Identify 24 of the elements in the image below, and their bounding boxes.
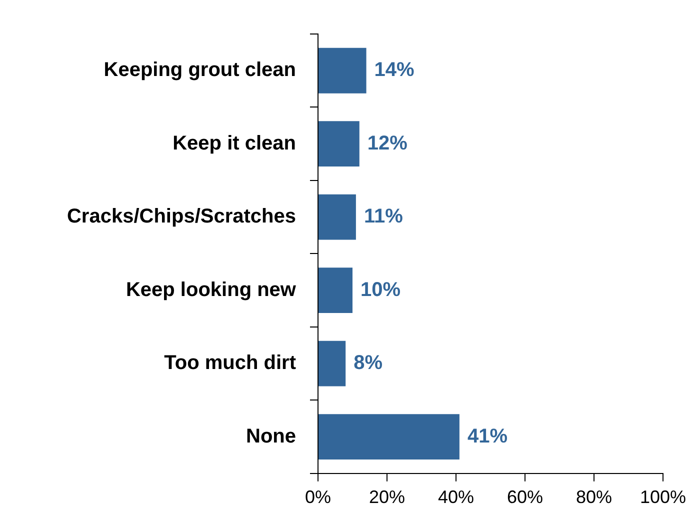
bar: [318, 48, 366, 94]
x-tick-label: 80%: [576, 487, 612, 508]
x-tick-label: 0%: [304, 487, 332, 508]
data-label: 8%: [354, 352, 383, 374]
data-label: 10%: [360, 278, 401, 301]
bar: [318, 340, 346, 386]
x-tick-label: 20%: [368, 487, 406, 508]
bar: [318, 121, 360, 167]
data-label: 12%: [367, 132, 408, 154]
x-tick-label: 60%: [506, 487, 544, 508]
bar: [318, 194, 356, 240]
data-label: 14%: [374, 59, 415, 82]
y-tick-label: Keep looking new: [126, 278, 296, 301]
x-tick-label: 100%: [640, 487, 686, 508]
y-tick-label: Keeping grout clean: [104, 59, 296, 82]
y-tick-label: Keep it clean: [172, 132, 296, 154]
data-label: 41%: [467, 425, 508, 448]
y-tick-label: Too much dirt: [164, 352, 296, 374]
y-tick-label: None: [246, 425, 296, 448]
x-tick-label: 40%: [438, 487, 474, 508]
y-tick-label: Cracks/Chips/Scratches: [66, 206, 296, 228]
bar: [318, 414, 460, 460]
bar: [318, 268, 352, 314]
data-label: 11%: [364, 206, 404, 228]
